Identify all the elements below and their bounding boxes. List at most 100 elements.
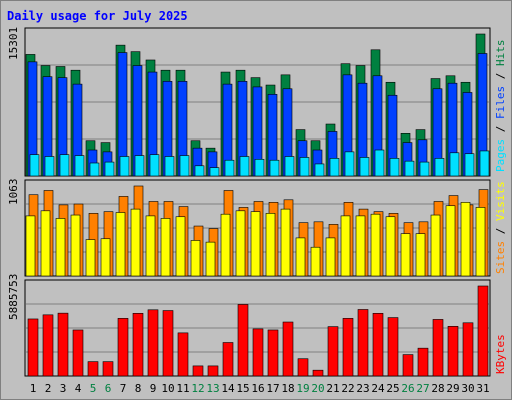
bar-visits <box>385 216 396 277</box>
bar-pages <box>224 159 235 177</box>
x-tick-label: 5 <box>90 382 97 395</box>
x-tick-label: 8 <box>135 382 142 395</box>
bar-kbytes <box>147 309 159 377</box>
x-tick-label: 26 <box>401 382 414 395</box>
x-tick-label: 13 <box>206 382 219 395</box>
x-tick-label: 16 <box>251 382 264 395</box>
x-tick-label: 28 <box>431 382 444 395</box>
x-tick-label: 1 <box>30 382 37 395</box>
bar-pages <box>269 159 280 177</box>
bar-visits <box>55 218 66 277</box>
legend-entry: Files <box>494 86 507 119</box>
bar-visits <box>70 214 81 277</box>
bar-pages <box>59 154 70 177</box>
bar-kbytes <box>207 365 219 377</box>
bar-visits <box>430 214 441 277</box>
bar-visits <box>355 215 366 277</box>
bar-pages <box>464 153 475 177</box>
x-tick-label: 31 <box>476 382 489 395</box>
chart-axis-x: 1 2 3 4 5 6 7 8 9 10 11 12 13 14 15 16 17 18 19 20 21 22 23 24 2… <box>30 382 490 395</box>
bar-visits <box>100 238 111 277</box>
bar-visits <box>220 213 231 277</box>
bar-pages <box>374 149 385 177</box>
bar-pages <box>104 161 115 177</box>
bar-visits <box>160 218 171 277</box>
bar-pages <box>149 154 160 177</box>
bar-pages <box>419 161 430 177</box>
bar-pages <box>404 160 415 177</box>
bar-pages <box>449 152 460 177</box>
x-tick-label: 23 <box>356 382 369 395</box>
bar-kbytes <box>27 318 39 377</box>
legend-visits-sites: Sites / Visits <box>494 181 507 274</box>
bar-pages <box>194 165 205 177</box>
bar-kbytes <box>387 317 399 377</box>
x-tick-label: 2 <box>45 382 52 395</box>
bar-visits <box>460 202 471 277</box>
bar-pages <box>179 155 190 177</box>
legend-separator: / <box>494 119 507 139</box>
bar-kbytes <box>162 310 174 377</box>
bar-visits <box>445 205 456 277</box>
bar-pages <box>119 156 130 177</box>
x-tick-label: 11 <box>176 382 189 395</box>
bar-kbytes <box>477 285 489 377</box>
x-tick-label: 22 <box>341 382 354 395</box>
bar-kbytes <box>312 369 324 377</box>
bar-visits <box>310 246 321 277</box>
bar-kbytes <box>192 365 204 377</box>
x-tick-label: 9 <box>150 382 157 395</box>
chart-bars <box>25 33 490 377</box>
bar-pages <box>434 158 445 177</box>
bar-kbytes <box>132 313 144 377</box>
x-tick-label: 3 <box>60 382 67 395</box>
bar-visits <box>400 233 411 277</box>
bar-kbytes <box>237 304 249 377</box>
bar-kbytes <box>342 318 354 377</box>
bar-visits <box>475 207 486 277</box>
bar-pages <box>479 150 490 177</box>
bar-kbytes <box>72 329 84 377</box>
bar-pages <box>284 156 295 177</box>
bar-pages <box>74 155 85 177</box>
bar-pages <box>314 163 325 177</box>
y-max-label: 15301 <box>7 27 20 60</box>
x-tick-label: 15 <box>236 382 249 395</box>
bar-visits <box>340 215 351 277</box>
bar-kbytes <box>57 312 69 377</box>
bar-visits <box>175 216 186 277</box>
bar-kbytes <box>42 314 54 377</box>
x-tick-label: 4 <box>75 382 82 395</box>
bar-kbytes <box>432 319 444 377</box>
bar-pages <box>89 162 100 177</box>
bar-kbytes <box>417 347 429 377</box>
y-max-label: 1063 <box>7 179 20 206</box>
bar-visits <box>235 210 246 277</box>
bar-kbytes <box>372 313 384 377</box>
bar-pages <box>44 156 55 177</box>
bar-visits <box>250 211 261 277</box>
x-tick-label: 19 <box>296 382 309 395</box>
bar-kbytes <box>462 322 474 377</box>
bar-kbytes <box>402 354 414 377</box>
bar-visits <box>325 237 336 277</box>
bar-visits <box>130 208 141 277</box>
bar-visits <box>415 233 426 277</box>
bar-visits <box>265 213 276 277</box>
x-tick-label: 21 <box>326 382 339 395</box>
bar-visits <box>85 239 96 277</box>
bar-kbytes <box>222 342 234 377</box>
x-tick-label: 12 <box>191 382 204 395</box>
bar-kbytes <box>297 358 309 377</box>
x-tick-label: 20 <box>311 382 324 395</box>
chart-title: Daily usage for July 2025 <box>7 9 188 23</box>
legend-entry: KBytes <box>494 334 507 374</box>
bar-kbytes <box>327 326 339 377</box>
legend-hits-files-pages: Pages / Files / Hits <box>494 40 507 173</box>
bar-kbytes <box>117 318 129 377</box>
x-tick-label: 6 <box>105 382 112 395</box>
x-tick-label: 30 <box>461 382 474 395</box>
bar-pages <box>329 158 340 177</box>
